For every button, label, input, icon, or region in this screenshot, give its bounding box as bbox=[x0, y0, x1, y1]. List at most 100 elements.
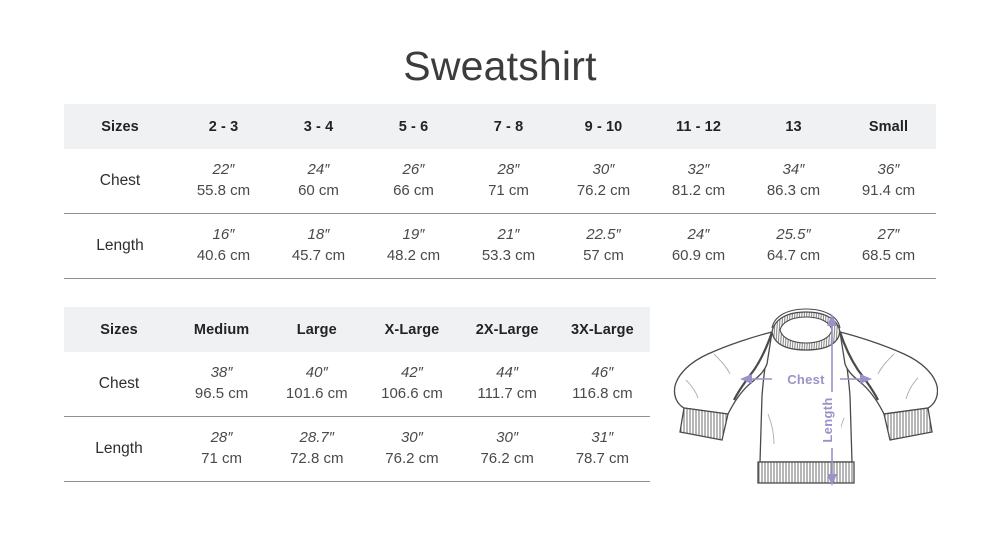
left-raglan-seam bbox=[733, 331, 774, 401]
value-cm: 111.7 cm bbox=[477, 385, 537, 402]
cell-chest-9-10: 30″ 76.2 cm bbox=[556, 149, 651, 214]
cell-chest-medium: 38″ 96.5 cm bbox=[174, 352, 269, 417]
length-arrow-bottom-icon bbox=[827, 474, 837, 486]
value-cm: 64.7 cm bbox=[766, 247, 821, 264]
chest-arrow-right-icon bbox=[860, 374, 872, 384]
length-arrow-top-icon bbox=[827, 314, 837, 326]
cell-length-3-4: 18″ 45.7 cm bbox=[271, 214, 366, 279]
value-inches: 16″ bbox=[212, 226, 235, 244]
value-cm: 81.2 cm bbox=[671, 182, 726, 199]
value-inches: 25.5″ bbox=[776, 226, 811, 244]
value-inches: 46″ bbox=[591, 364, 614, 382]
value-inches: 24″ bbox=[687, 226, 710, 244]
value-cm: 76.2 cm bbox=[480, 450, 534, 467]
cell-length-9-10: 22.5″ 57 cm bbox=[556, 214, 651, 279]
table-row-chest: Chest 22″ 55.8 cm 24″ 60 cm 26″ 66 cm 28… bbox=[64, 149, 936, 214]
page-title: Sweatshirt bbox=[403, 43, 597, 89]
cell-length-11-12: 24″ 60.9 cm bbox=[651, 214, 746, 279]
value-inches: 40″ bbox=[305, 364, 328, 382]
cell-length-small: 27″ 68.5 cm bbox=[841, 214, 936, 279]
value-cm: 40.6 cm bbox=[196, 247, 251, 264]
measurement-annotations-group: Chest Length bbox=[740, 314, 872, 486]
value-cm: 101.6 cm bbox=[285, 385, 348, 402]
length-dimension-label: Length bbox=[820, 397, 835, 442]
row-label-length: Length bbox=[96, 237, 144, 254]
cell-length-13: 25.5″ 64.7 cm bbox=[746, 214, 841, 279]
cell-chest-3x-large: 46″ 116.8 cm bbox=[555, 352, 650, 417]
value-inches: 21″ bbox=[497, 226, 520, 244]
fold-line-right-shoulder bbox=[877, 353, 895, 375]
cell-length-x-large: 30″ 76.2 cm bbox=[364, 417, 459, 482]
sweatshirt-diagram: Chest Length bbox=[668, 292, 938, 497]
cell-chest-3-4: 24″ 60 cm bbox=[271, 149, 366, 214]
cell-chest-5-6: 26″ 66 cm bbox=[366, 149, 461, 214]
value-cm: 66 cm bbox=[393, 182, 434, 199]
value-cm: 60.9 cm bbox=[671, 247, 726, 264]
value-inches: 24″ bbox=[307, 161, 330, 179]
left-sleeve-path bbox=[673, 331, 773, 415]
right-cuff-path bbox=[883, 407, 933, 441]
cell-chest-7-8: 28″ 71 cm bbox=[461, 149, 556, 214]
value-cm: 76.2 cm bbox=[385, 450, 439, 467]
column-header-sizes: Sizes bbox=[100, 321, 138, 338]
cell-chest-2-3: 22″ 55.8 cm bbox=[176, 149, 271, 214]
column-header-13: 13 bbox=[785, 118, 802, 135]
value-inches: 36″ bbox=[877, 161, 900, 179]
table-row-chest: Chest 38″ 96.5 cm 40″ 101.6 cm 42″ 106.6… bbox=[64, 352, 650, 417]
value-inches: 30″ bbox=[592, 161, 615, 179]
sweatshirt-outline-group bbox=[673, 308, 938, 484]
value-cm: 91.4 cm bbox=[861, 182, 916, 199]
chest-dimension-label: Chest bbox=[787, 372, 825, 387]
value-cm: 76.2 cm bbox=[576, 182, 631, 199]
value-cm: 57 cm bbox=[583, 247, 624, 264]
value-inches: 28.7″ bbox=[299, 429, 335, 447]
value-cm: 96.5 cm bbox=[194, 385, 249, 402]
cell-length-5-6: 19″ 48.2 cm bbox=[366, 214, 461, 279]
value-cm: 45.7 cm bbox=[291, 247, 346, 264]
value-cm: 71 cm bbox=[488, 182, 529, 199]
cell-chest-large: 40″ 101.6 cm bbox=[269, 352, 364, 417]
cell-length-2x-large: 30″ 76.2 cm bbox=[460, 417, 555, 482]
cell-length-large: 28.7″ 72.8 cm bbox=[269, 417, 364, 482]
value-cm: 68.5 cm bbox=[861, 247, 916, 264]
cell-length-7-8: 21″ 53.3 cm bbox=[461, 214, 556, 279]
right-sleeve-path bbox=[839, 331, 938, 415]
value-inches: 22″ bbox=[212, 161, 235, 179]
fold-line-right-sleeve bbox=[905, 377, 919, 400]
collar-top-line bbox=[771, 308, 841, 329]
value-cm: 86.3 cm bbox=[766, 182, 821, 199]
fold-line-left-sleeve bbox=[685, 379, 699, 399]
cell-chest-small: 36″ 91.4 cm bbox=[841, 149, 936, 214]
column-header-x-large: X-Large bbox=[384, 321, 440, 338]
youth-size-chart: Sizes 2 - 3 3 - 4 5 - 6 7 - 8 9 - 10 11 … bbox=[64, 104, 936, 279]
cell-chest-x-large: 42″ 106.6 cm bbox=[364, 352, 459, 417]
value-cm: 72.8 cm bbox=[290, 450, 344, 467]
table-header-row: Sizes 2 - 3 3 - 4 5 - 6 7 - 8 9 - 10 11 … bbox=[64, 104, 936, 149]
value-cm: 55.8 cm bbox=[196, 182, 251, 199]
row-label-chest: Chest bbox=[98, 375, 140, 392]
table-header-row: Sizes Medium Large X-Large 2X-Large 3X-L… bbox=[64, 307, 650, 352]
fold-line-left-shoulder bbox=[713, 353, 731, 375]
cell-chest-2x-large: 44″ 111.7 cm bbox=[460, 352, 555, 417]
value-cm: 116.8 cm bbox=[572, 385, 633, 402]
column-header-sizes: Sizes bbox=[101, 118, 139, 135]
column-header-9-10: 9 - 10 bbox=[584, 118, 623, 135]
value-inches: 19″ bbox=[402, 226, 425, 244]
adult-size-chart: Sizes Medium Large X-Large 2X-Large 3X-L… bbox=[64, 307, 650, 482]
value-cm: 60 cm bbox=[298, 182, 339, 199]
cell-chest-13: 34″ 86.3 cm bbox=[746, 149, 841, 214]
cell-length-3x-large: 31″ 78.7 cm bbox=[555, 417, 650, 482]
table-row-length: Length 28″ 71 cm 28.7″ 72.8 cm 30″ 76.2 … bbox=[64, 417, 650, 482]
cell-chest-11-12: 32″ 81.2 cm bbox=[651, 149, 746, 214]
value-cm: 78.7 cm bbox=[575, 450, 630, 467]
hem-band bbox=[757, 461, 855, 484]
left-cuff-path bbox=[679, 407, 729, 441]
column-header-5-6: 5 - 6 bbox=[398, 118, 429, 135]
column-header-medium: Medium bbox=[193, 321, 250, 338]
column-header-7-8: 7 - 8 bbox=[493, 118, 524, 135]
value-inches: 27″ bbox=[877, 226, 900, 244]
column-header-2x-large: 2X-Large bbox=[475, 321, 539, 338]
column-header-small: Small bbox=[868, 118, 909, 135]
value-inches: 42″ bbox=[400, 364, 423, 382]
value-cm: 53.3 cm bbox=[481, 247, 536, 264]
